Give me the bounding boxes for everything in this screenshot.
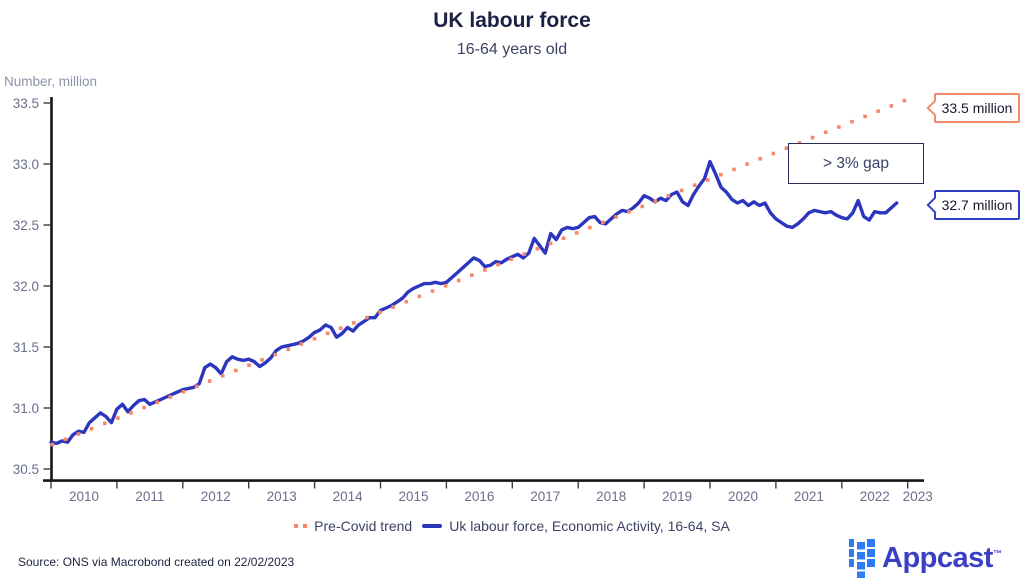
legend-label: Uk labour force, Economic Activity, 16-6… [449,518,730,534]
appcast-logo: Appcast™ [849,538,1002,578]
annotation-gap-box: > 3% gap [788,143,924,184]
trademark-symbol: ™ [992,548,1002,559]
gap-label: > 3% gap [823,154,889,172]
y-axis-unit-label: Number, million [4,74,98,89]
callout-trend-label: 33.5 million [941,100,1013,116]
x-tick-label: 2011 [135,489,164,504]
x-tick-label: 2017 [530,489,560,504]
legend-item: Uk labour force, Economic Activity, 16-6… [422,518,730,534]
y-tick-label: 31.0 [13,401,39,416]
y-tick-label: 30.5 [13,462,39,477]
x-tick-label: 2023 [903,489,933,504]
labour-force-line [49,159,899,446]
pre-covid-trend-dots [50,98,907,447]
appcast-logo-text: Appcast™ [882,538,1002,578]
x-tick-label: 2021 [794,489,824,504]
legend-marker-dotted [294,524,308,528]
x-tick-label: 2010 [69,489,99,504]
callout-series-label: 32.7 million [941,197,1013,213]
x-tick-label: 2020 [728,489,758,504]
legend-item: Pre-Covid trend [294,518,412,534]
x-tick-label: 2019 [662,489,692,504]
x-tick-label: 2015 [398,489,428,504]
callout-trend-value: 33.5 million [934,93,1020,123]
source-note: Source: ONS via Macrobond created on 22/… [18,555,295,569]
callout-series-value: 32.7 million [934,190,1020,220]
legend-label: Pre-Covid trend [314,518,413,534]
appcast-wordmark: Appcast [882,542,993,574]
x-tick-label: 2018 [596,489,626,504]
x-tick-label: 2014 [333,489,364,504]
x-tick-label: 2022 [860,489,890,504]
page-title: UK labour force [433,9,591,32]
appcast-logo-icon [849,539,875,578]
legend-marker-line [422,524,443,528]
page-subtitle: 16-64 years old [456,41,568,58]
y-tick-label: 33.0 [13,157,39,172]
y-tick-label: 31.5 [13,340,39,355]
x-tick-label: 2012 [201,489,231,504]
y-tick-label: 33.5 [13,96,39,111]
legend: Pre-Covid trend Uk labour force, Economic… [0,518,1024,534]
x-tick-label: 2016 [464,489,494,504]
y-tick-label: 32.0 [13,279,39,294]
x-tick-label: 2013 [267,489,297,504]
y-tick-label: 32.5 [13,218,39,233]
